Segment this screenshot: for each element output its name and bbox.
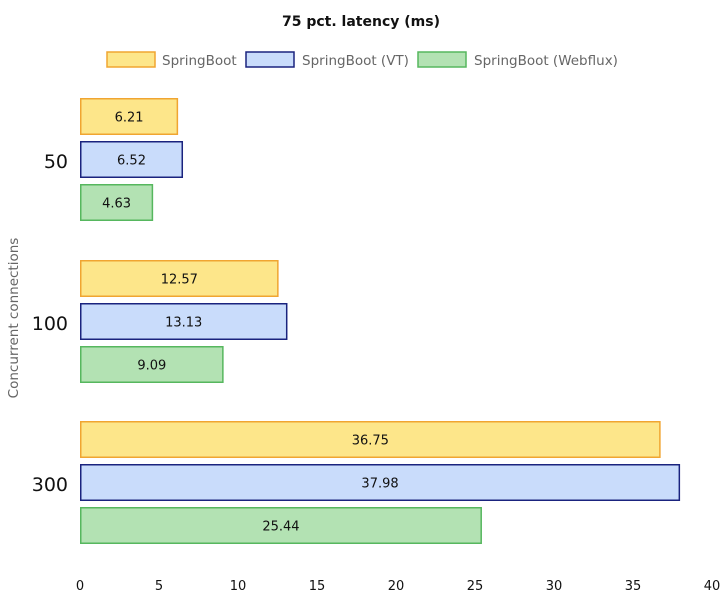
x-tick-label: 0 bbox=[76, 579, 84, 594]
legend-swatch-springboot bbox=[106, 51, 156, 68]
x-axis-ticks: 0 5 10 15 20 25 30 35 40 bbox=[76, 579, 720, 594]
legend-label-springboot-vt: SpringBoot (VT) bbox=[302, 53, 409, 69]
bars bbox=[80, 98, 681, 544]
x-tick-label: 20 bbox=[388, 579, 405, 594]
x-tick-label: 25 bbox=[467, 579, 484, 594]
bar-value-label: 25.44 bbox=[262, 520, 299, 535]
legend-item-springboot[interactable]: SpringBoot bbox=[106, 51, 237, 69]
bar-value-label: 6.21 bbox=[115, 111, 144, 126]
bar-value-label: 12.57 bbox=[161, 273, 198, 288]
chart-title: 75 pct. latency (ms) bbox=[282, 14, 440, 30]
x-tick-label: 30 bbox=[546, 579, 563, 594]
bar-springboot-100[interactable] bbox=[80, 260, 279, 297]
bar-value-label: 36.75 bbox=[352, 434, 389, 449]
x-tick-label: 10 bbox=[230, 579, 247, 594]
legend-label-springboot-webflux: SpringBoot (Webflux) bbox=[474, 53, 618, 69]
category-label-50: 50 bbox=[44, 151, 68, 173]
bar-value-label: 4.63 bbox=[102, 197, 131, 212]
bar-springboot-vt-100[interactable] bbox=[80, 303, 288, 340]
legend-swatch-springboot-vt bbox=[245, 51, 295, 68]
x-tick-label: 5 bbox=[155, 579, 163, 594]
bar-value-label: 37.98 bbox=[361, 477, 398, 492]
category-labels: 50 100 300 bbox=[32, 151, 68, 496]
legend: SpringBoot SpringBoot (VT) SpringBoot (W… bbox=[106, 51, 618, 69]
y-axis-label: Concurrent connections bbox=[6, 238, 22, 399]
bar-value-label: 9.09 bbox=[137, 359, 166, 374]
legend-swatch-springboot-webflux bbox=[417, 51, 467, 68]
bar-labels: 6.21 6.52 4.63 12.57 13.13 9.09 36.75 37.98 25.4… bbox=[102, 111, 399, 535]
bar-springboot-vt-300[interactable] bbox=[80, 464, 681, 501]
bar-springboot-webflux-300[interactable] bbox=[80, 507, 482, 544]
legend-item-springboot-webflux[interactable]: SpringBoot (Webflux) bbox=[417, 51, 618, 69]
bar-springboot-300[interactable] bbox=[80, 421, 661, 458]
bar-value-label: 13.13 bbox=[165, 316, 202, 331]
x-tick-label: 40 bbox=[704, 579, 720, 594]
bar-springboot-webflux-50[interactable] bbox=[80, 184, 154, 221]
legend-label-springboot: SpringBoot bbox=[162, 53, 237, 69]
category-label-100: 100 bbox=[32, 313, 68, 335]
bar-springboot-50[interactable] bbox=[80, 98, 179, 135]
bar-springboot-webflux-100[interactable] bbox=[80, 346, 224, 383]
bar-value-label: 6.52 bbox=[117, 154, 146, 169]
bar-springboot-vt-50[interactable] bbox=[80, 141, 184, 178]
x-tick-label: 35 bbox=[625, 579, 642, 594]
category-label-300: 300 bbox=[32, 474, 68, 496]
x-tick-label: 15 bbox=[309, 579, 326, 594]
legend-item-springboot-vt[interactable]: SpringBoot (VT) bbox=[245, 51, 409, 69]
